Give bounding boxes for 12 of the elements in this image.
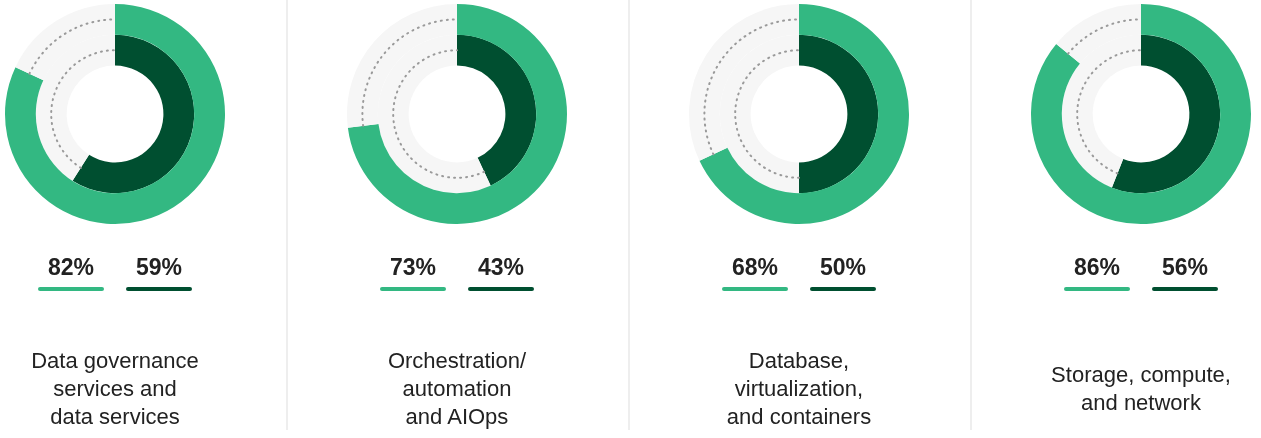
data-label: 56% xyxy=(1160,254,1209,281)
text: Orchestration/ automation and AIOps xyxy=(386,347,528,431)
text: Storage, compute, and network xyxy=(1050,361,1232,417)
text: Data governance services and data services xyxy=(30,347,200,431)
text: Database, virtualization, and containers xyxy=(725,347,873,431)
data-label: 43% xyxy=(476,254,525,281)
data-label: 82% xyxy=(46,254,95,281)
data-label: 50% xyxy=(818,254,867,281)
data-label: 73% xyxy=(388,254,437,281)
data-label: 59% xyxy=(134,254,183,281)
data-label: 86% xyxy=(1072,254,1121,281)
data-label: 68% xyxy=(730,254,779,281)
